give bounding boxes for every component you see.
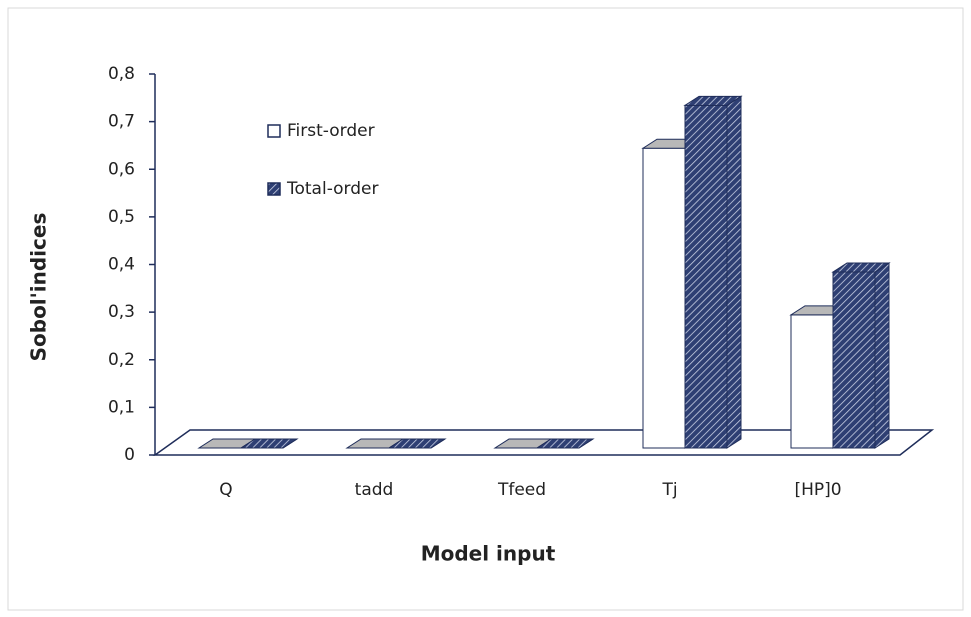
- y-tick-label: 0,4: [108, 255, 135, 275]
- y-tick-label: 0,5: [108, 207, 135, 227]
- bar-top: [831, 262, 891, 273]
- bar-top: [387, 438, 447, 449]
- y-tick-label: 0,8: [108, 64, 135, 84]
- bar: [790, 314, 834, 449]
- bar: [832, 271, 876, 449]
- legend-swatch: [267, 124, 281, 138]
- x-tick-label: [HP]0: [794, 480, 841, 500]
- bar-top: [535, 438, 595, 449]
- bar: [684, 104, 728, 449]
- bar-top: [683, 95, 743, 106]
- bar: [642, 147, 686, 449]
- y-tick-label: 0,7: [108, 112, 135, 132]
- bar-top: [239, 438, 299, 449]
- y-axis-title: Sobol'indices: [27, 213, 51, 362]
- y-tick-label: 0,1: [108, 397, 135, 417]
- y-tick-label: 0,2: [108, 350, 135, 370]
- bar-side: [726, 95, 742, 449]
- x-axis-title: Model input: [421, 542, 556, 566]
- bar-side: [874, 262, 890, 449]
- legend-swatch: [267, 182, 281, 196]
- y-tick-label: 0: [124, 445, 135, 465]
- y-tick-label: 0,6: [108, 159, 135, 179]
- legend-label: Total-order: [286, 179, 378, 199]
- x-tick-label: Tj: [661, 480, 677, 500]
- legend-label: First-order: [287, 121, 375, 141]
- y-tick-label: 0,3: [108, 302, 135, 322]
- x-tick-label: Q: [219, 480, 232, 500]
- x-tick-label: tadd: [355, 480, 394, 500]
- x-tick-label: Tfeed: [497, 480, 546, 500]
